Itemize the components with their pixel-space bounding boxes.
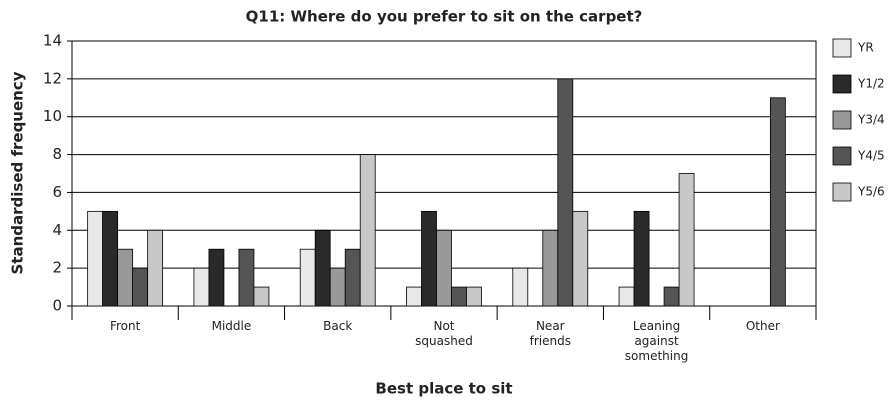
legend-label: Y5/6 <box>857 185 885 199</box>
bar <box>314 229 331 307</box>
x-tick-label-line: Middle <box>212 319 252 333</box>
legend-swatch <box>832 110 852 130</box>
legend-swatch <box>832 74 852 94</box>
x-tick-label-line: squashed <box>415 334 473 348</box>
bar <box>132 267 149 307</box>
bar <box>618 286 635 307</box>
x-tick-label: Back <box>323 319 352 333</box>
legend-swatch <box>832 182 852 202</box>
bar <box>512 267 529 307</box>
bar <box>451 286 467 307</box>
x-tick-label-line: something <box>625 349 689 363</box>
x-tick-label-line: Other <box>746 319 780 333</box>
chart-title: Q11: Where do you prefer to sit on the c… <box>246 8 643 26</box>
x-tick-label: Front <box>110 319 141 333</box>
bar <box>193 267 210 307</box>
y-axis-label: Standardised frequency <box>9 71 27 274</box>
x-tick-label: Not squashed <box>415 319 473 348</box>
x-axis-label: Best place to sit <box>375 380 512 398</box>
bar <box>421 210 437 307</box>
bar <box>208 248 225 307</box>
bar <box>299 248 316 307</box>
legend-label: YR <box>857 41 874 55</box>
bar <box>466 286 482 307</box>
y-tick-label: 6 <box>52 183 62 201</box>
bar <box>678 173 695 307</box>
bar <box>406 286 422 307</box>
bar <box>663 286 680 307</box>
bar <box>359 154 376 307</box>
x-tick-label: Other <box>746 319 780 333</box>
bar <box>344 248 361 307</box>
x-tick-label-line: Back <box>323 319 352 333</box>
bar <box>87 210 104 307</box>
y-tick-label: 12 <box>43 69 62 87</box>
bar <box>102 210 119 307</box>
x-tick-label: Near friends <box>530 319 571 348</box>
x-tick-label: Leaning against something <box>625 319 689 363</box>
y-tick-label: 2 <box>52 259 62 277</box>
legend-label: Y4/5 <box>857 149 885 163</box>
x-tick-label-line: Front <box>110 319 141 333</box>
bar <box>147 229 164 307</box>
bar <box>436 229 452 307</box>
y-tick-label: 8 <box>52 145 62 163</box>
y-tick-label: 4 <box>52 221 62 239</box>
legend-swatch <box>832 38 852 58</box>
legend-label: Y1/2 <box>857 77 885 91</box>
bar <box>769 97 786 307</box>
legend-swatch <box>832 146 852 166</box>
y-tick-label: 0 <box>52 297 62 315</box>
x-tick-label-line: Not <box>433 319 454 333</box>
y-tick-label: 10 <box>43 107 62 125</box>
bar <box>238 248 255 307</box>
x-tick-label-line: against <box>634 334 679 348</box>
bar <box>542 229 559 307</box>
bar <box>253 286 270 307</box>
x-tick-label: Middle <box>212 319 252 333</box>
legend-label: Y3/4 <box>857 113 885 127</box>
bar <box>117 248 134 307</box>
x-tick-label-line: friends <box>530 334 571 348</box>
bar <box>572 210 589 307</box>
bar <box>557 78 574 307</box>
x-tick-label-line: Leaning <box>633 319 680 333</box>
y-tick-label: 14 <box>43 32 62 50</box>
bar <box>633 210 650 307</box>
bar <box>329 267 346 307</box>
x-tick-label-line: Near <box>536 319 565 333</box>
